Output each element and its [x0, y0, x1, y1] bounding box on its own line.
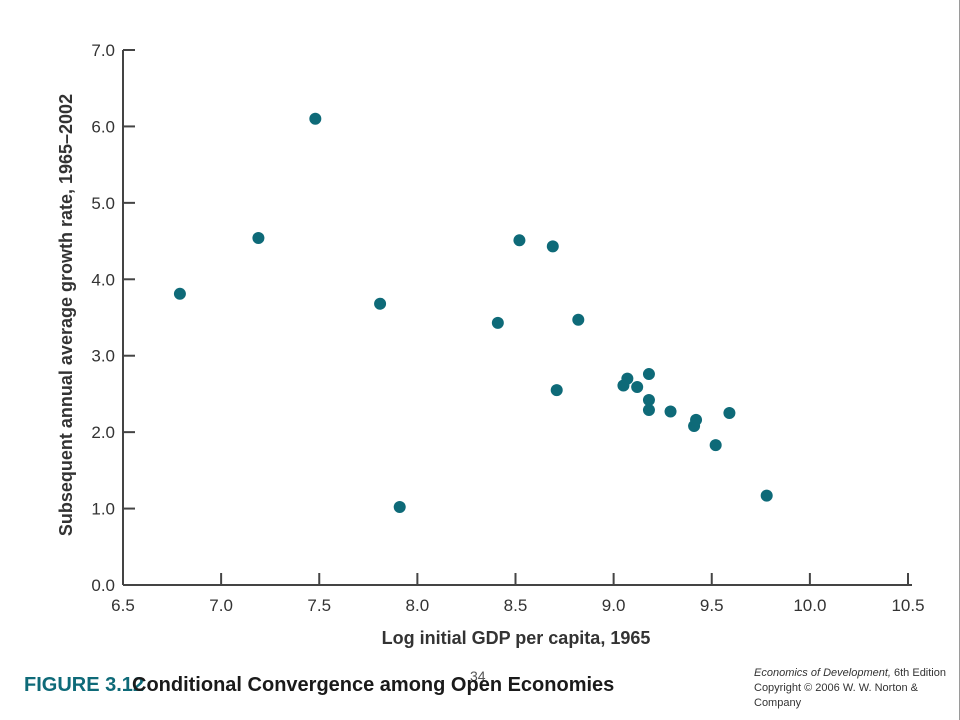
x-tick-label: 7.5 — [307, 596, 331, 615]
y-axis: 0.0 1.0 2.0 3.0 4.0 5.0 6.0 7.0 — [91, 41, 135, 595]
data-point — [621, 372, 634, 385]
copyright-line: Copyright © 2006 W. W. Norton & Company — [754, 682, 919, 709]
data-point — [631, 381, 644, 394]
y-axis-title: Subsequent annual average growth rate, 1… — [56, 94, 76, 536]
x-tick-label: 8.5 — [504, 596, 528, 615]
figure-title: Conditional Convergence among Open Econo… — [132, 674, 615, 696]
book-title: Economics of Development, — [754, 667, 891, 679]
book-edition-line: Economics of Development, 6th Edition — [754, 666, 960, 681]
data-point — [252, 232, 265, 245]
y-tick-label: 0.0 — [91, 576, 115, 595]
y-tick-label: 6.0 — [91, 117, 115, 136]
x-tick-label: 9.0 — [602, 596, 626, 615]
data-point — [709, 439, 722, 452]
data-point — [642, 394, 655, 407]
data-point — [642, 368, 655, 381]
data-point — [572, 313, 585, 326]
data-point — [723, 407, 736, 420]
data-points — [173, 112, 773, 514]
page-number: 34 — [470, 668, 486, 684]
data-point — [374, 297, 387, 310]
data-point — [491, 316, 504, 329]
data-point — [173, 287, 186, 300]
data-point — [550, 384, 563, 397]
y-tick-label: 1.0 — [91, 500, 115, 519]
data-point — [760, 489, 773, 502]
data-point — [309, 112, 322, 125]
data-point — [513, 234, 526, 247]
data-point — [664, 405, 677, 418]
data-point — [690, 413, 703, 426]
x-tick-label: 6.5 — [111, 596, 135, 615]
book-edition: 6th Edition — [890, 667, 946, 679]
data-point — [642, 403, 655, 416]
y-tick-label: 4.0 — [91, 270, 115, 289]
data-point — [393, 501, 406, 514]
y-tick-label: 7.0 — [91, 41, 115, 60]
y-tick-label: 5.0 — [91, 194, 115, 213]
y-tick-label: 2.0 — [91, 423, 115, 442]
figure-number: FIGURE 3.12 — [24, 674, 145, 696]
x-tick-label: 7.0 — [209, 596, 233, 615]
x-tick-label: 9.5 — [700, 596, 724, 615]
book-credit: Economics of Development, 6th Edition Co… — [754, 666, 960, 711]
x-tick-label: 8.0 — [406, 596, 430, 615]
y-tick-label: 3.0 — [91, 347, 115, 366]
x-axis-title: Log initial GDP per capita, 1965 — [382, 628, 651, 648]
x-tick-label: 10.0 — [793, 596, 826, 615]
x-tick-label: 10.5 — [891, 596, 924, 615]
data-point — [546, 240, 559, 253]
x-axis: 6.5 7.0 7.5 8.0 8.5 9.0 9.5 10.0 10.5 — [111, 573, 925, 615]
